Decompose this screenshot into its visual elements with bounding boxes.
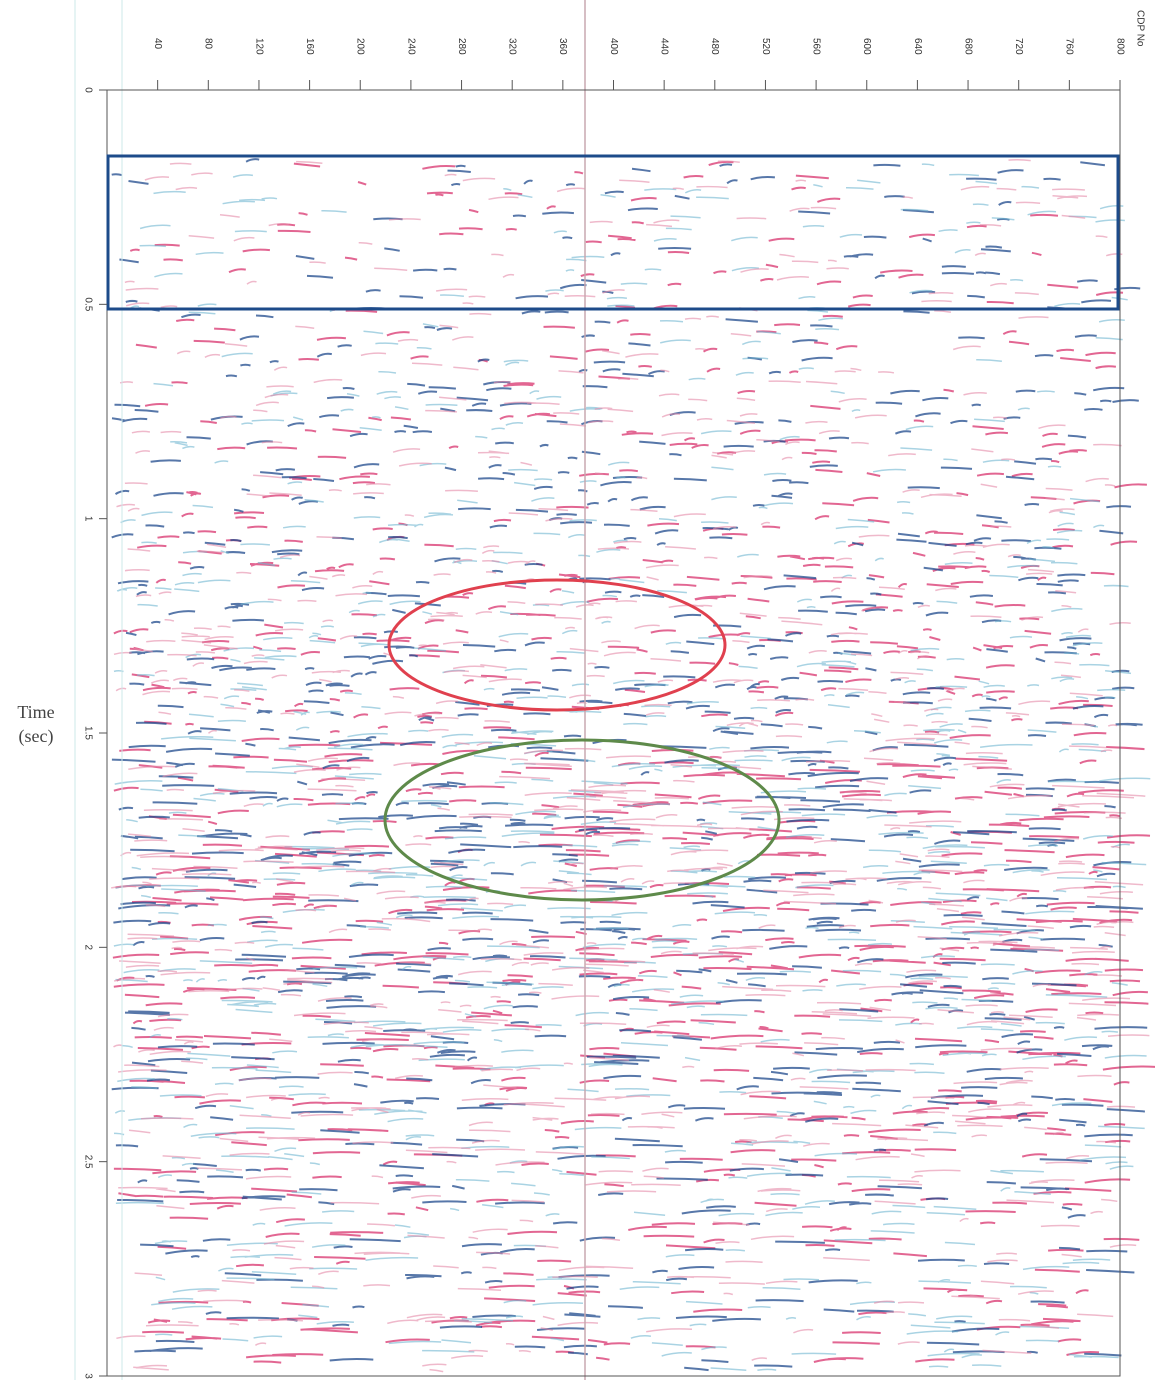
x-tick-label: 800 xyxy=(1114,38,1125,55)
y-tick-label: 1.5 xyxy=(82,726,93,740)
x-axis-label: CDP No xyxy=(1134,10,1145,47)
green-ellipse xyxy=(385,740,779,900)
y-tick-label: 3 xyxy=(82,1373,93,1379)
x-tick-label: 680 xyxy=(962,38,973,55)
x-tick-label: 360 xyxy=(557,38,568,55)
y-tick-label: 0 xyxy=(82,87,93,93)
seismic-texture xyxy=(111,159,1155,1371)
x-tick-label: 160 xyxy=(304,38,315,55)
y-axis-label: Time (sec) xyxy=(8,700,64,748)
x-tick-label: 80 xyxy=(203,38,214,50)
x-tick-label: 600 xyxy=(861,38,872,55)
x-tick-label: 560 xyxy=(810,38,821,55)
x-tick-label: 240 xyxy=(405,38,416,55)
x-tick-label: 640 xyxy=(912,38,923,55)
x-tick-label: 120 xyxy=(253,38,264,55)
x-tick-label: 280 xyxy=(456,38,467,55)
x-tick-label: 320 xyxy=(507,38,518,55)
y-tick-label: 1 xyxy=(82,516,93,522)
y-tick-label: 2 xyxy=(82,945,93,951)
x-tick-label: 440 xyxy=(659,38,670,55)
x-tick-label: 480 xyxy=(709,38,720,55)
x-tick-label: 720 xyxy=(1013,38,1024,55)
chart: CDP No 408012016020024028032036040044048… xyxy=(0,0,1155,1380)
x-tick-label: 520 xyxy=(760,38,771,55)
y-tick-label: 0.5 xyxy=(82,297,93,311)
x-tick-label: 760 xyxy=(1064,38,1075,55)
x-tick-label: 200 xyxy=(355,38,366,55)
x-tick-label: 400 xyxy=(608,38,619,55)
y-tick-label: 2.5 xyxy=(82,1155,93,1169)
x-tick-label: 40 xyxy=(152,38,163,50)
page: CDP No 408012016020024028032036040044048… xyxy=(0,0,1155,1380)
